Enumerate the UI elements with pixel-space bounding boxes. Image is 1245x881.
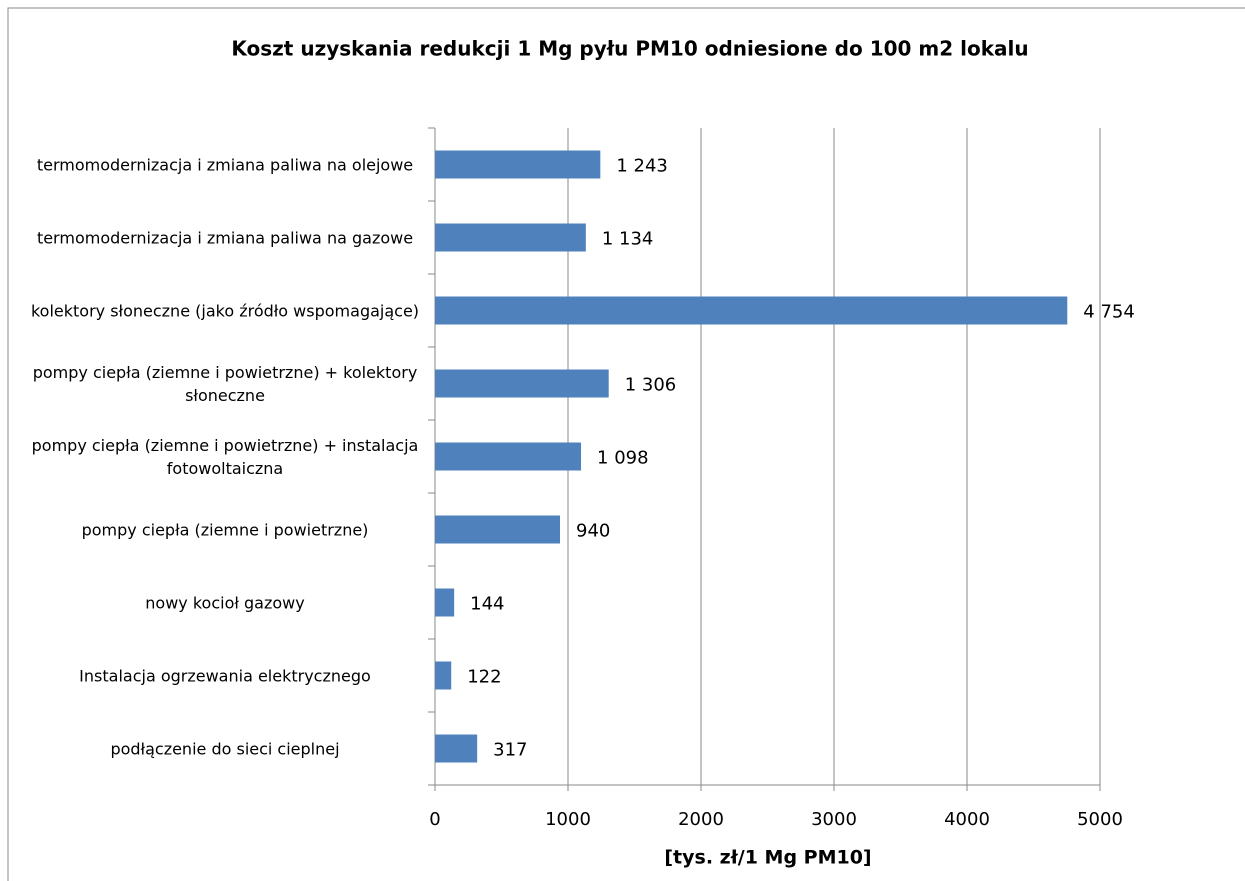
x-tick-label: 3000: [811, 809, 857, 830]
bar: [435, 588, 455, 617]
value-label: 940: [576, 521, 610, 542]
y-tick-label: pompy ciepła (ziemne i powietrzne): [81, 520, 369, 539]
y-tick-label: Instalacja ogrzewania elektrycznego: [79, 666, 371, 685]
chart-border: [7, 7, 1245, 881]
bar: [435, 442, 582, 471]
x-axis-label: [tys. zł/1 Mg PM10]: [664, 847, 871, 869]
y-tick-label: podłączenie do sieci cieplnej: [110, 739, 340, 758]
y-tick-label: pompy ciepła (ziemne i powietrzne) + ins…: [31, 435, 419, 478]
bar: [435, 150, 601, 179]
bar: [435, 515, 561, 544]
value-label: 1 306: [625, 375, 677, 396]
value-label: 144: [470, 594, 504, 615]
x-tick-label: 0: [429, 809, 440, 830]
bar: [435, 223, 586, 252]
y-tick-label: kolektory słoneczne (jako źródło wspomag…: [30, 301, 420, 320]
value-label: 317: [493, 740, 527, 761]
value-label: 122: [467, 667, 501, 688]
y-tick-label: pompy ciepła (ziemne i powietrzne) + kol…: [32, 362, 418, 405]
value-label: 1 098: [597, 448, 649, 469]
x-tick-label: 4000: [944, 809, 990, 830]
x-tick-label: 5000: [1077, 809, 1123, 830]
bar: [435, 661, 452, 690]
bar: [435, 734, 478, 763]
bar: [435, 369, 609, 398]
x-tick-label: 2000: [678, 809, 724, 830]
y-tick-label: nowy kocioł gazowy: [145, 593, 305, 612]
y-tick-label: termomodernizacja i zmiana paliwa na ole…: [36, 155, 414, 174]
value-label: 4 754: [1083, 302, 1135, 323]
y-tick-label: termomodernizacja i zmiana paliwa na gaz…: [36, 228, 414, 247]
value-label: 1 134: [602, 229, 654, 250]
chart-title: Koszt uzyskania redukcji 1 Mg pyłu PM10 …: [231, 37, 1028, 61]
x-tick-label: 1000: [545, 809, 591, 830]
bar: [435, 296, 1068, 325]
value-label: 1 243: [616, 156, 668, 177]
